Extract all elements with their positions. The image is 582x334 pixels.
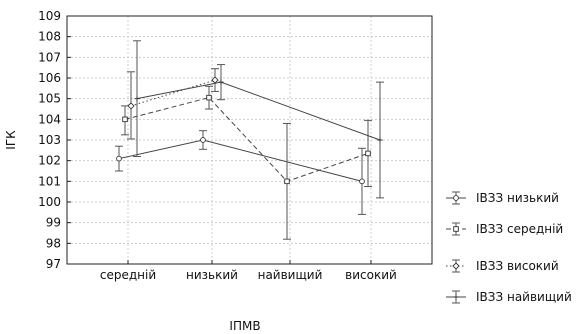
point-marker	[206, 94, 212, 101]
series-group	[127, 68, 219, 140]
x-tick-label: найвищий	[258, 268, 323, 282]
y-axis-ticks: 97 98 99 100 101 102 103 104 105 106 107 108 109	[38, 9, 71, 271]
y-tick-label: 102	[38, 154, 61, 168]
y-tick-label: 104	[38, 112, 61, 126]
point-marker	[365, 150, 371, 157]
y-tick-label: 99	[46, 216, 61, 230]
point-marker	[116, 155, 122, 162]
y-axis-title: ІГК	[4, 130, 18, 150]
legend-label: ІВЗЗ високий	[476, 259, 559, 273]
x-tick-label: низький	[186, 268, 238, 282]
legend-label: ІВЗЗ низький	[476, 191, 559, 205]
legend-item: ІВЗЗ низький	[446, 191, 559, 205]
series-group	[121, 85, 372, 240]
legend-label: ІВЗЗ найвищий	[476, 290, 572, 304]
legend-item: ІВЗЗ найвищий	[446, 290, 572, 304]
series-line	[136, 81, 381, 141]
point-marker	[453, 294, 459, 300]
gridlines	[67, 16, 432, 264]
point-marker	[284, 178, 290, 185]
series-group	[133, 40, 384, 199]
legend-item: ІВЗЗ середній	[446, 222, 563, 236]
y-tick-label: 109	[38, 9, 61, 23]
y-tick-label: 107	[38, 50, 61, 64]
point-marker	[453, 226, 459, 232]
legend-label: ІВЗЗ середній	[476, 222, 563, 236]
point-marker	[122, 116, 128, 123]
point-marker	[218, 79, 224, 85]
series-group	[115, 130, 366, 215]
point-marker	[200, 137, 206, 143]
point-marker	[127, 102, 135, 110]
y-tick-label: 98	[46, 236, 61, 250]
y-tick-label: 100	[38, 195, 61, 209]
y-tick-label: 106	[38, 71, 61, 85]
point-marker	[377, 137, 383, 143]
y-tick-label: 97	[46, 257, 61, 271]
y-tick-label: 103	[38, 133, 61, 147]
point-marker	[134, 96, 140, 102]
y-tick-label: 105	[38, 92, 61, 106]
x-axis-title: ІПМВ	[229, 319, 260, 333]
point-marker	[359, 178, 365, 185]
series	[115, 40, 384, 240]
x-tick-label: високий	[345, 268, 397, 282]
series-line	[130, 79, 216, 107]
x-tick-label: середній	[100, 268, 156, 282]
legend: ІВЗЗ низький ІВЗЗ середній ІВЗЗ високий ІВЗ…	[446, 191, 572, 304]
x-axis-ticks: середній низький найвищий високий	[100, 260, 397, 282]
series-line	[124, 97, 369, 182]
y-tick-label: 108	[38, 30, 61, 44]
plot-frame	[66, 15, 433, 265]
y-tick-label: 101	[38, 174, 61, 188]
legend-item: ІВЗЗ високий	[446, 259, 559, 273]
point-marker	[453, 195, 459, 201]
point-marker	[452, 262, 460, 270]
